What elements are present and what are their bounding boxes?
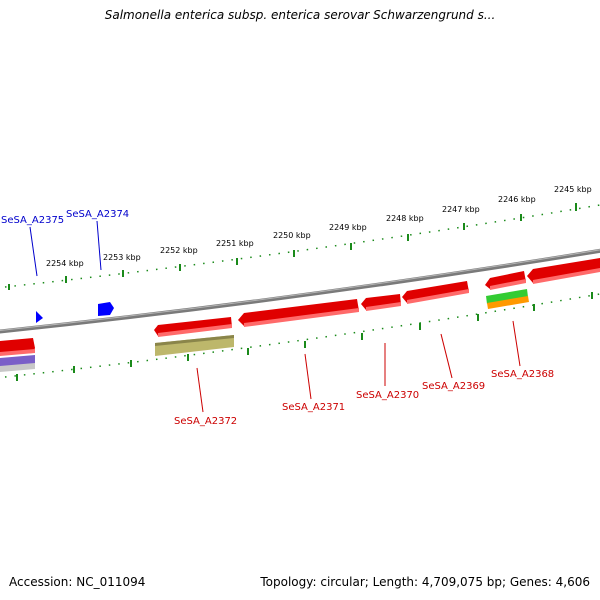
- gene-label-top[interactable]: SeSA_A2374: [66, 209, 129, 220]
- rna-orange[interactable]: [487, 296, 529, 309]
- gene-label-bottom[interactable]: SeSA_A2370: [356, 390, 419, 401]
- gene-SeSA_A2372-shadow: [158, 324, 232, 337]
- rna-green[interactable]: [486, 289, 528, 304]
- gene-right-red-shadow: [533, 268, 600, 284]
- top-ruler-major-ticks: [8, 203, 577, 290]
- accession-text: Accession: NC_011094: [9, 575, 146, 589]
- gene-left-red-shadow: [0, 349, 35, 356]
- cds-olive-top: [155, 335, 234, 346]
- ruler-label: 2248 kbp: [386, 214, 424, 223]
- backbone-highlight: [0, 249, 600, 331]
- top-label-leaders: [29, 220, 102, 277]
- map-title: Salmonella enterica subsp. enterica sero…: [104, 8, 496, 22]
- gene-label-bottom[interactable]: SeSA_A2369: [422, 381, 485, 392]
- bottom-ruler: [4, 292, 600, 381]
- gene-label-bottom[interactable]: SeSA_A2372: [174, 416, 237, 427]
- gene-SeSA_A2371[interactable]: [238, 299, 359, 326]
- cds-olive[interactable]: [155, 335, 234, 356]
- gene-SeSA_A2374[interactable]: [98, 302, 114, 316]
- gene-SeSA_A2370-shadow: [366, 302, 401, 311]
- ruler-label: 2245 kbp: [554, 185, 592, 194]
- bottom-ruler-major-ticks: [16, 292, 593, 381]
- backbone: [0, 248, 600, 334]
- bottom-label-leaders: [196, 320, 521, 413]
- ruler-label: 2250 kbp: [273, 231, 311, 240]
- gene-SeSA_A2371-shadow: [244, 308, 359, 327]
- gene-2368-red[interactable]: [485, 271, 526, 289]
- gene-label-top[interactable]: SeSA_A2375: [1, 215, 64, 226]
- ruler-label: 2253 kbp: [103, 253, 141, 262]
- gene-SeSA_A2375[interactable]: [36, 311, 43, 323]
- ruler-label: 2246 kbp: [498, 195, 536, 204]
- ruler-label: 2249 kbp: [329, 223, 367, 232]
- gene-2368-red-shadow: [490, 279, 526, 290]
- top-ruler: 2254 kbp 2253 kbp 2252 kbp 2251 kbp 2250…: [4, 185, 600, 290]
- gene-left-gray[interactable]: [0, 363, 35, 372]
- gene-SeSA_A2369-shadow: [407, 289, 469, 304]
- gene-SeSA_A2369[interactable]: [402, 281, 469, 303]
- gene-right-red[interactable]: [527, 258, 600, 283]
- ruler-label: 2252 kbp: [160, 246, 198, 255]
- gene-label-bottom[interactable]: SeSA_A2368: [491, 369, 554, 380]
- ruler-label: 2254 kbp: [46, 259, 84, 268]
- ruler-label: 2247 kbp: [442, 205, 480, 214]
- ruler-label: 2251 kbp: [216, 239, 254, 248]
- gene-label-bottom[interactable]: SeSA_A2371: [282, 402, 345, 413]
- genome-summary-text: Topology: circular; Length: 4,709,075 bp…: [260, 575, 590, 589]
